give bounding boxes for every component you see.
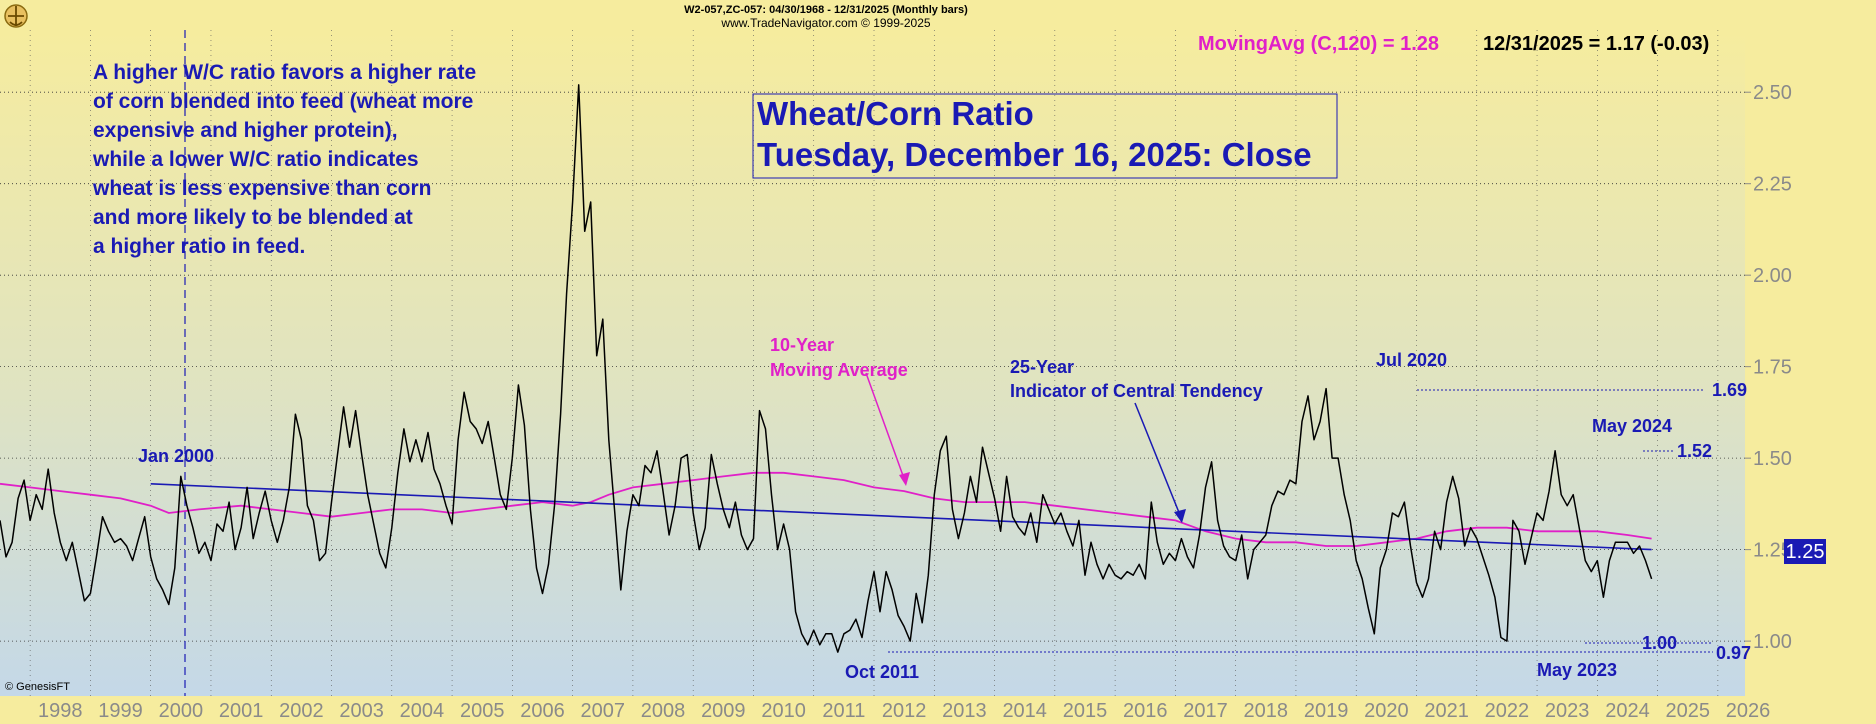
jul2020-label: Jul 2020 <box>1376 350 1447 370</box>
x-tick-label: 1998 <box>38 700 83 722</box>
y-tick-label: 1.00 <box>1753 631 1792 653</box>
x-tick-label: 2023 <box>1545 700 1590 722</box>
note-line: a higher ratio in feed. <box>93 235 305 258</box>
x-tick-label: 2008 <box>641 700 686 722</box>
ma10-label-line1: 10-Year <box>770 335 834 355</box>
x-tick-label: 2021 <box>1424 700 1469 722</box>
value-1-52-label: 1.52 <box>1677 441 1712 461</box>
note-line: A higher W/C ratio favors a higher rate <box>93 61 476 84</box>
last-value-badge-text: 1.25 <box>1786 541 1825 563</box>
x-tick-label: 2016 <box>1123 700 1168 722</box>
ma-legend-value: MovingAvg (C,120) = 1.28 <box>1198 33 1439 55</box>
jan2000-label: Jan 2000 <box>138 446 214 466</box>
may2023-label: May 2023 <box>1537 660 1617 680</box>
last-close-legend-value: 12/31/2025 = 1.17 (-0.03) <box>1483 33 1709 55</box>
oct2011-label: Oct 2011 <box>845 662 919 682</box>
ma-arrowhead <box>899 472 910 486</box>
x-tick-label: 2014 <box>1002 700 1047 722</box>
logo-icon <box>4 4 28 28</box>
last-value-badge <box>1784 539 1826 564</box>
title-box <box>752 93 1338 179</box>
x-tick-label: 2017 <box>1183 700 1228 722</box>
x-tick-label: 2015 <box>1063 700 1108 722</box>
ma10-label-line2: Moving Average <box>770 360 908 380</box>
value-1-00-label: 1.00 <box>1642 633 1677 653</box>
x-tick-label: 2020 <box>1364 700 1409 722</box>
chart-header-line2: www.TradeNavigator.com © 1999-2025 <box>720 16 930 30</box>
right-axis-panel <box>1745 30 1876 696</box>
ma-annotation-arrow <box>865 372 907 485</box>
x-axis: 1998 1999 2000 2001 2002 2003 2004 2005 2006 2007… <box>38 700 1770 722</box>
x-tick-label: 2005 <box>460 700 505 722</box>
chart-title-line2: Tuesday, December 16, 2025: Close <box>757 136 1312 173</box>
x-tick-label: 1999 <box>98 700 143 722</box>
gridlines <box>0 30 1745 696</box>
x-tick-label: 2009 <box>701 700 746 722</box>
y-tick-label: 1.75 <box>1753 357 1792 379</box>
central-arrowhead <box>1174 509 1186 523</box>
x-tick-label: 2003 <box>339 700 384 722</box>
x-tick-label: 2011 <box>822 700 865 722</box>
x-tick-label: 2024 <box>1605 700 1650 722</box>
y-tick-label: 1.25 <box>1753 540 1792 562</box>
x-tick-label: 2022 <box>1485 700 1530 722</box>
x-tick-label: 2019 <box>1304 700 1349 722</box>
may2024-label: May 2024 <box>1592 416 1672 436</box>
x-tick-label: 2026 <box>1726 700 1771 722</box>
x-tick-label: 2007 <box>581 700 626 722</box>
ratio-close-line <box>0 84 1653 653</box>
x-tick-label: 2012 <box>882 700 927 722</box>
note-line: while a lower W/C ratio indicates <box>92 148 419 171</box>
y-tick-label: 2.00 <box>1753 265 1792 287</box>
x-tick-label: 2004 <box>400 700 445 722</box>
value-1-69-label: 1.69 <box>1712 380 1747 400</box>
note-line: expensive and higher protein), <box>93 119 398 142</box>
central-tendency-label-line2: Indicator of Central Tendency <box>1010 381 1263 401</box>
value-0-97-label: 0.97 <box>1716 643 1751 663</box>
note-line: and more likely to be blended at <box>93 206 413 229</box>
x-tick-label: 2006 <box>520 700 565 722</box>
note-line: of corn blended into feed (wheat more <box>93 90 473 113</box>
explanatory-note: A higher W/C ratio favors a higher rate … <box>92 61 476 258</box>
x-tick-label: 2013 <box>942 700 987 722</box>
note-line: wheat is less expensive than corn <box>92 177 431 200</box>
x-tick-label: 2025 <box>1665 700 1710 722</box>
y-tick-label: 2.25 <box>1753 174 1792 196</box>
central-tendency-label-line1: 25-Year <box>1010 357 1074 377</box>
chart-title-line1: Wheat/Corn Ratio <box>757 95 1034 132</box>
x-tick-label: 2018 <box>1244 700 1289 722</box>
y-tick-label: 2.50 <box>1753 82 1792 104</box>
plot-background <box>0 30 1745 696</box>
central-annotation-arrow <box>1134 402 1183 521</box>
chart-header-line1: W2-057,ZC-057: 04/30/1968 - 12/31/2025 (… <box>684 4 968 16</box>
x-tick-label: 2001 <box>219 700 264 722</box>
x-tick-label: 2000 <box>159 700 204 722</box>
bottom-axis-panel <box>0 696 1876 724</box>
x-tick-label: 2010 <box>761 700 806 722</box>
moving-average-line <box>0 471 1652 547</box>
copyright-label: © GenesisFT <box>5 681 70 693</box>
y-axis: 2.50 2.25 2.00 1.75 1.50 1.25 1.00 <box>1745 82 1792 653</box>
central-tendency-line <box>150 483 1652 551</box>
y-tick-label: 1.50 <box>1753 448 1792 470</box>
x-tick-label: 2002 <box>279 700 324 722</box>
